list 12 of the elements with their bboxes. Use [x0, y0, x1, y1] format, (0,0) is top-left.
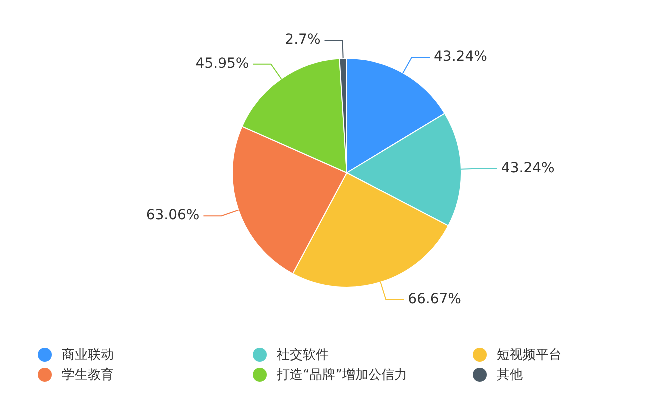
legend-label: 社交软件	[277, 347, 329, 364]
data-label: 66.67%	[408, 291, 462, 308]
data-label: 43.24%	[434, 49, 488, 66]
legend-label: 学生教育	[62, 366, 114, 384]
data-label: 2.7%	[285, 32, 321, 48]
legend-label: 打造“品牌”增加公信力	[277, 367, 408, 384]
data-label: 63.06%	[146, 208, 200, 224]
data-label: 43.24%	[501, 160, 555, 176]
data-label: 45.95%	[196, 56, 250, 72]
legend-label: 短视频平台	[497, 347, 562, 364]
legend-label: 其他	[497, 367, 523, 384]
legend-label: 商业联动	[62, 347, 114, 364]
